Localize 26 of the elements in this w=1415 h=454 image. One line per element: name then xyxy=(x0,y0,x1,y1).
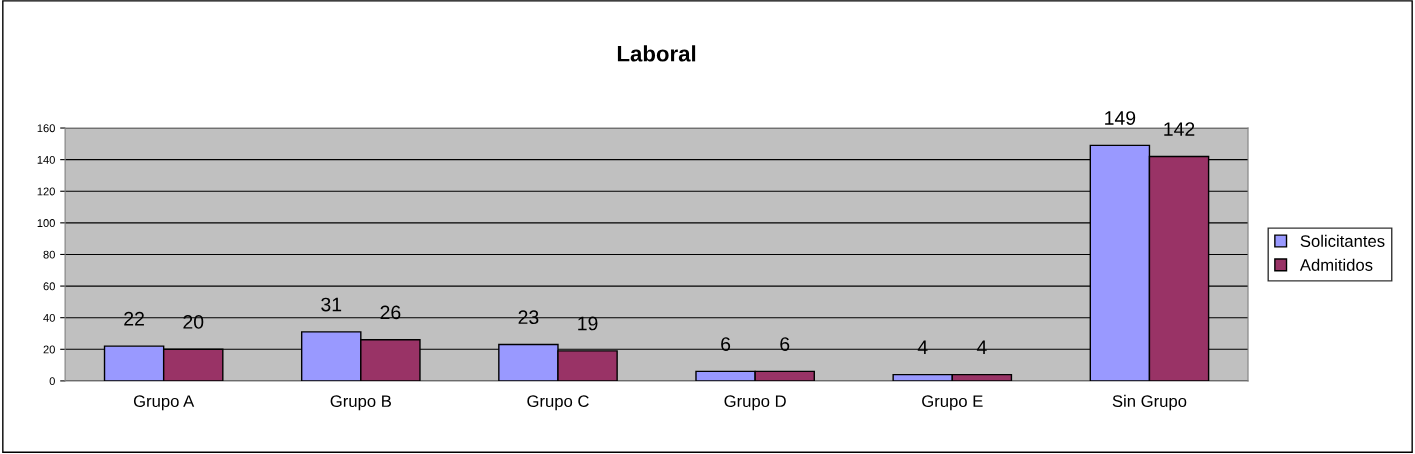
x-tick-label: Grupo D xyxy=(724,395,786,411)
x-tick-label: Grupo C xyxy=(527,395,589,411)
y-tick-label: 80 xyxy=(43,250,55,259)
y-tick-label: 40 xyxy=(43,313,55,322)
data-label: 149 xyxy=(1105,111,1136,125)
chart-title: Laboral xyxy=(617,45,696,62)
y-tick-label: 60 xyxy=(43,282,55,291)
y-tick-label: 20 xyxy=(43,345,55,354)
legend-label: Solicitantes xyxy=(1300,234,1385,248)
data-label: 20 xyxy=(183,315,204,329)
y-tick-label: 140 xyxy=(37,155,55,164)
y-tick-label: 120 xyxy=(37,187,55,196)
data-label: 31 xyxy=(321,297,342,312)
data-label: 142 xyxy=(1164,122,1195,136)
y-tick-label: 100 xyxy=(37,219,55,227)
data-label: 6 xyxy=(780,337,790,351)
x-tick-label: Grupo E xyxy=(922,395,983,411)
data-label: 19 xyxy=(578,316,598,331)
x-tick-label: Grupo A xyxy=(133,395,195,411)
y-tick-label: 160 xyxy=(37,124,55,133)
legend-label: Admitidos xyxy=(1299,258,1373,271)
x-tick-label: Sin Grupo xyxy=(1112,394,1187,411)
data-label: 26 xyxy=(380,305,401,320)
y-tick-label: 0 xyxy=(49,377,55,386)
data-label: 6 xyxy=(721,337,731,351)
x-tick-label: Grupo B xyxy=(330,395,391,411)
